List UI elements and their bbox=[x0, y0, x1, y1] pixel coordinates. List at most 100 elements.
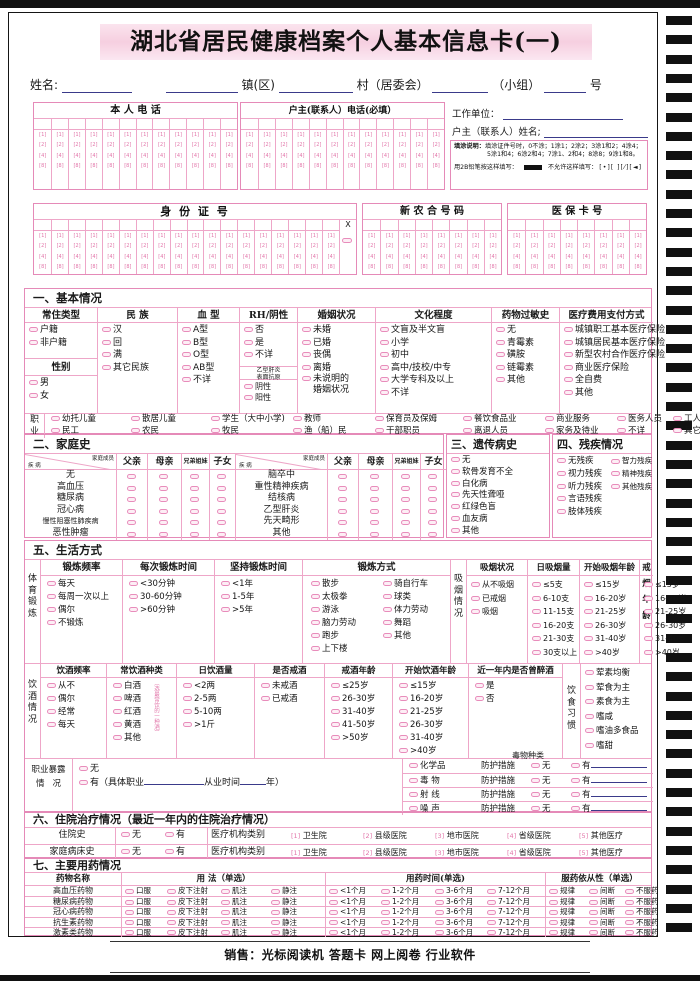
checkbox-bubble[interactable] bbox=[47, 683, 56, 688]
omr-bubble-1[interactable]: [1] bbox=[582, 232, 591, 239]
omr-bubble-8[interactable]: [8] bbox=[245, 163, 254, 169]
option-occupation-a-7[interactable]: 医务人员 bbox=[617, 414, 662, 425]
omr-bubble-8[interactable]: [8] bbox=[381, 163, 390, 169]
omr-bubble-8[interactable]: [8] bbox=[140, 163, 149, 169]
option-exercise-mode-b-2[interactable]: 体力劳动 bbox=[383, 604, 449, 617]
family-history-cell[interactable] bbox=[328, 505, 358, 517]
checkbox-bubble[interactable] bbox=[183, 683, 192, 688]
omr-bubble-1[interactable]: [1] bbox=[276, 232, 285, 239]
option-occupation-a-1[interactable]: 散居儿童 bbox=[131, 414, 176, 425]
omr-bubble-4[interactable]: [4] bbox=[140, 152, 149, 159]
omr-column[interactable]: [1] [2] [4] [8] bbox=[203, 220, 220, 274]
checkbox-bubble[interactable] bbox=[584, 622, 593, 628]
omr-bubble-1[interactable]: [1] bbox=[123, 131, 132, 138]
omr-column[interactable]: [1] [2] [4] [8] bbox=[376, 119, 393, 189]
option-s1-1-0-3[interactable]: 其它民族 bbox=[102, 362, 176, 375]
omr-bubble-2[interactable]: [2] bbox=[72, 243, 82, 249]
opt-no[interactable]: 无 bbox=[121, 828, 141, 844]
omr-bubble-2[interactable]: [2] bbox=[419, 243, 429, 249]
checkbox-bubble[interactable] bbox=[451, 457, 460, 462]
option-occupation-b-4[interactable]: 干部职员 bbox=[375, 426, 420, 437]
omr-bubble-1[interactable]: [1] bbox=[245, 131, 254, 138]
omr-bubble-4[interactable]: [4] bbox=[225, 253, 234, 260]
omr-bubble-1[interactable]: [1] bbox=[55, 232, 65, 239]
checkbox-bubble[interactable] bbox=[584, 595, 593, 601]
option-occupation-b-5[interactable]: 离退人员 bbox=[463, 426, 508, 437]
usage-option-1[interactable]: 皮下注射 bbox=[167, 907, 208, 917]
family-history-cell[interactable] bbox=[358, 516, 392, 528]
omr-column[interactable]: [1] [2] [4] [8] bbox=[271, 220, 288, 274]
omr-bubble-2[interactable]: [2] bbox=[191, 142, 200, 148]
omr-bubble-4[interactable]: [4] bbox=[191, 152, 200, 159]
checkbox-bubble[interactable] bbox=[370, 520, 379, 526]
omr-bubble-1[interactable]: [1] bbox=[38, 232, 47, 239]
checkbox-bubble[interactable] bbox=[471, 582, 480, 587]
family-history-cell[interactable] bbox=[209, 470, 235, 482]
omr-bubble-8[interactable]: [8] bbox=[293, 264, 302, 270]
checkbox-bubble[interactable] bbox=[126, 520, 136, 526]
omr-bubble-2[interactable]: [2] bbox=[326, 243, 336, 249]
option-s1-7-0-5[interactable]: 其他 bbox=[564, 387, 652, 400]
omr-bubble-2[interactable]: [2] bbox=[123, 243, 133, 249]
omr-bubble-1[interactable]: [1] bbox=[208, 232, 217, 239]
option-genetic-1[interactable]: 软骨发育不全 bbox=[451, 467, 549, 479]
omr-bubble-4[interactable]: [4] bbox=[582, 253, 591, 260]
checkbox-bubble[interactable] bbox=[428, 520, 437, 526]
checkbox-bubble[interactable] bbox=[159, 520, 168, 526]
omr-column[interactable]: [1] [2] [4] [8] bbox=[410, 119, 427, 189]
checkbox-bubble[interactable] bbox=[102, 352, 111, 357]
option-diet-5[interactable]: 嗜甜 bbox=[585, 739, 653, 754]
option-s1-6-0-3[interactable]: 链霉素 bbox=[496, 362, 558, 375]
checkbox-bubble[interactable] bbox=[102, 327, 111, 332]
option-diet-2[interactable]: 素食为主 bbox=[585, 695, 653, 710]
omr-column[interactable]: [1] [2] [4] [8] bbox=[628, 220, 646, 274]
option-smoking-3-0[interactable]: ≤15岁 bbox=[644, 578, 680, 592]
omr-bubble-1[interactable]: [1] bbox=[364, 131, 373, 138]
option-drinking-1-1[interactable]: 啤酒 bbox=[113, 693, 176, 706]
option-drinking-1-3[interactable]: 黄酒 bbox=[113, 719, 176, 732]
checkbox-bubble[interactable] bbox=[129, 581, 138, 586]
omr-column[interactable]: [1] [2] [4] [8] bbox=[508, 220, 525, 274]
omr-bubble-4[interactable]: [4] bbox=[174, 152, 183, 159]
omr-bubble-1[interactable]: [1] bbox=[419, 232, 429, 239]
checkbox-bubble[interactable] bbox=[380, 339, 389, 345]
option-drinking-1-2[interactable]: 红酒 bbox=[113, 706, 176, 719]
checkbox-bubble[interactable] bbox=[428, 532, 437, 537]
option-marital-unspecified[interactable]: 未说明的 婚姻状况 bbox=[302, 374, 374, 396]
omr-bubble-4[interactable]: [4] bbox=[106, 152, 116, 159]
checkbox-bubble[interactable] bbox=[217, 474, 226, 479]
institution-4[interactable]: [5] 其他医疗 bbox=[579, 847, 623, 857]
checkbox-bubble[interactable] bbox=[244, 384, 253, 389]
checkbox-bubble[interactable] bbox=[496, 327, 505, 332]
option-drinking-6-0[interactable]: 是 bbox=[475, 680, 562, 693]
compliance-option-2[interactable]: 不服药 bbox=[625, 907, 659, 917]
omr-bubble-2[interactable]: [2] bbox=[293, 243, 302, 249]
omr-bubble-4[interactable]: [4] bbox=[191, 253, 200, 260]
family-history-cell[interactable] bbox=[358, 504, 392, 517]
option-s1-3-1-1[interactable]: 阳性 bbox=[244, 392, 296, 403]
omr-bubble-2[interactable]: [2] bbox=[437, 243, 446, 249]
family-history-cell[interactable] bbox=[209, 481, 235, 494]
omr-column[interactable]: [1] [2] [4] [8] bbox=[84, 220, 102, 274]
option-exercise-1-1[interactable]: 30-60分钟 bbox=[129, 591, 214, 604]
option-occupation-b-7[interactable]: 不详 bbox=[617, 426, 645, 437]
family-history-cell[interactable] bbox=[117, 516, 147, 528]
omr-bubble-8[interactable]: [8] bbox=[157, 264, 166, 270]
checkbox-bubble[interactable] bbox=[383, 607, 392, 612]
omr-bubble-1[interactable]: [1] bbox=[38, 131, 47, 138]
checkbox-bubble[interactable] bbox=[585, 728, 594, 733]
omr-bubble-1[interactable]: [1] bbox=[157, 232, 166, 239]
checkbox-bubble[interactable] bbox=[401, 508, 410, 514]
option-smoking-1-4[interactable]: 21-30支 bbox=[532, 632, 579, 646]
option-drinking-3-1[interactable]: 已戒酒 bbox=[261, 693, 324, 706]
omr-bubble-4[interactable]: [4] bbox=[242, 253, 251, 260]
option-exercise-1-2[interactable]: >60分钟 bbox=[129, 604, 214, 617]
omr-bubble-1[interactable]: [1] bbox=[616, 232, 626, 239]
omr-bubble-1[interactable]: [1] bbox=[547, 232, 557, 239]
checkbox-bubble[interactable] bbox=[451, 480, 460, 486]
checkbox-bubble[interactable] bbox=[532, 582, 541, 587]
checkbox-bubble[interactable] bbox=[370, 497, 379, 503]
checkbox-bubble[interactable] bbox=[496, 377, 505, 382]
omr-column[interactable]: [1] [2] [4] [8] bbox=[466, 220, 484, 274]
omr-bubble-1[interactable]: [1] bbox=[398, 131, 407, 138]
